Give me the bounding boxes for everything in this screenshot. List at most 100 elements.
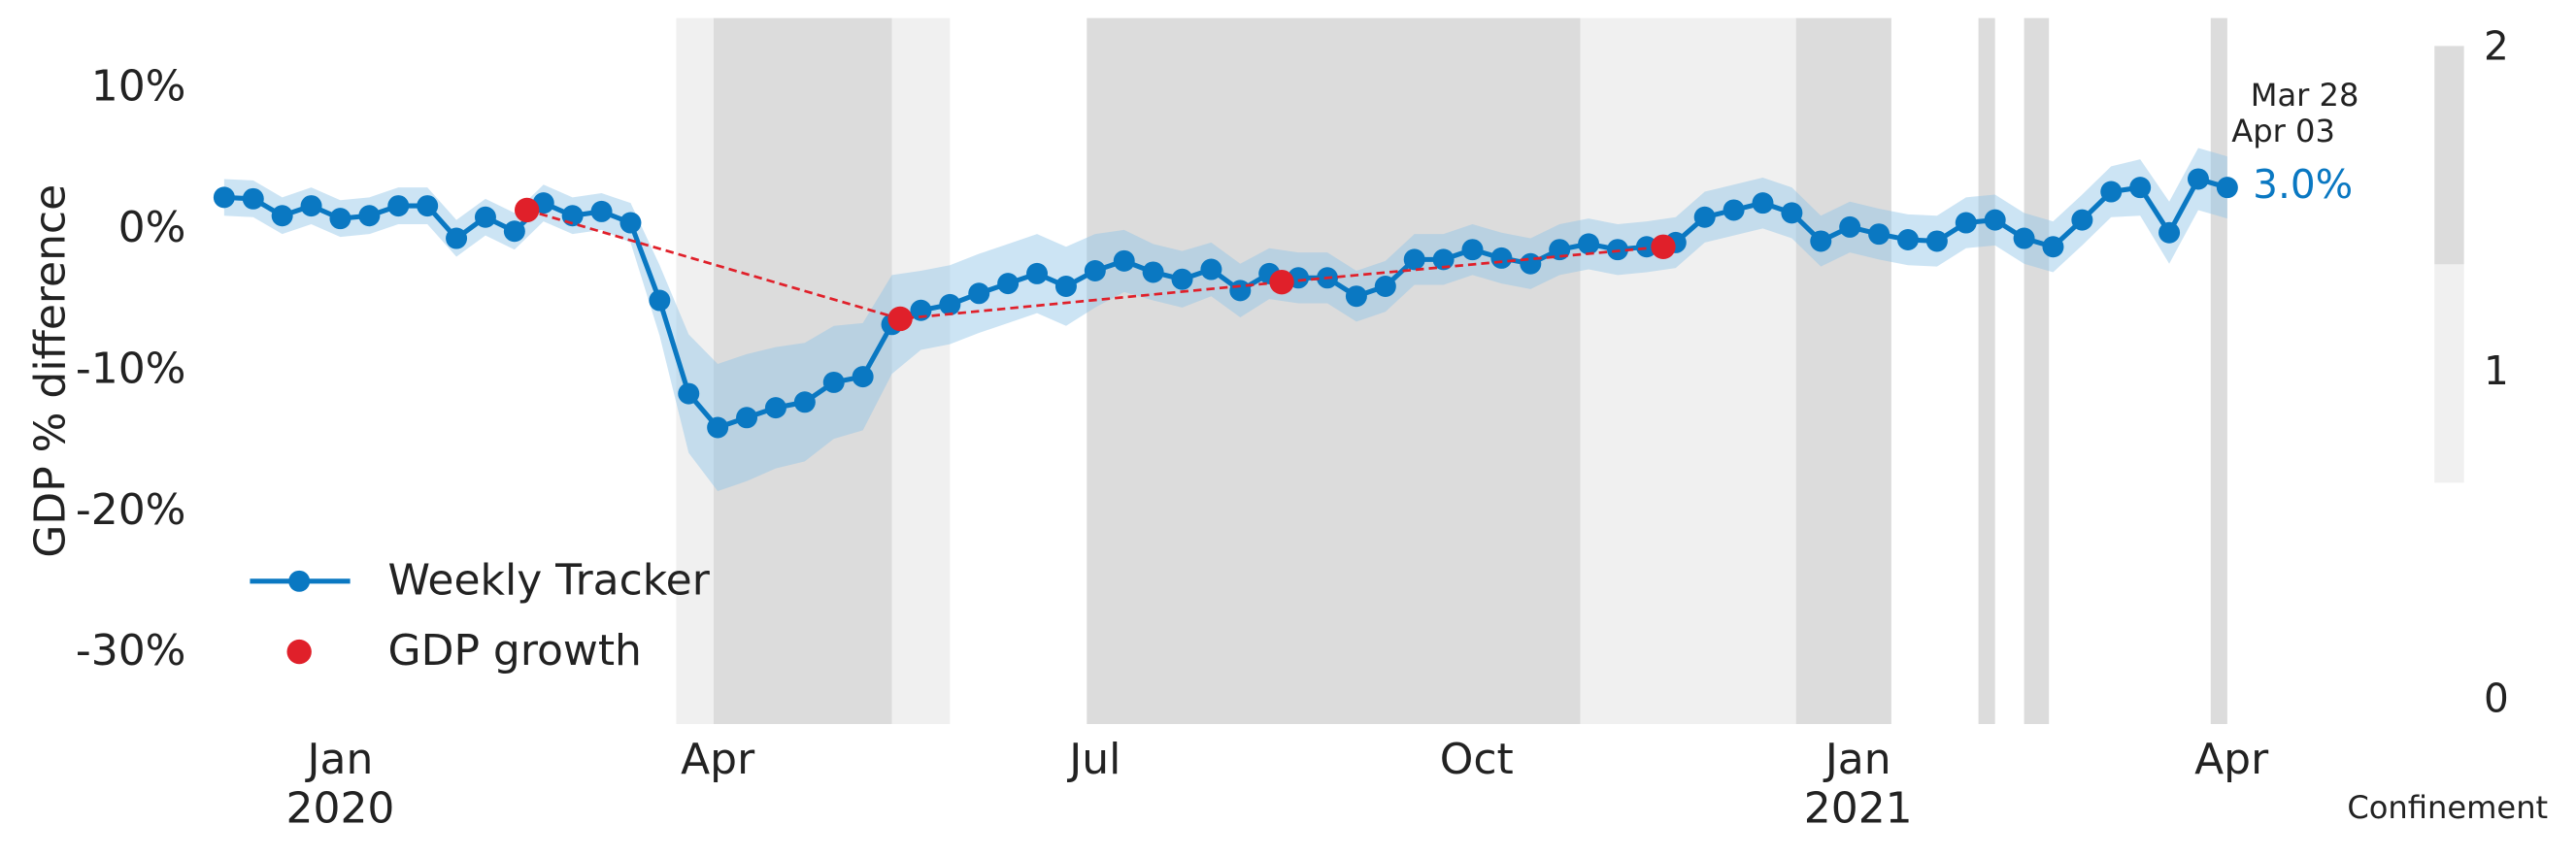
tracker-point [1868,223,1890,246]
annotation: Mar 28 [2251,77,2359,114]
tracker-point [1490,247,1513,269]
tracker-point [1520,252,1542,275]
tracker-point [1026,262,1049,284]
tracker-point [1229,280,1252,302]
tracker-point [649,289,671,312]
x-tick-label: Jan [305,735,374,784]
tracker-point [242,187,264,210]
tracker-point [1403,248,1425,271]
tracker-point [329,208,351,230]
annotation: Apr 03 [2231,113,2335,149]
tracker-point [1781,202,1803,224]
tracker-point [2042,236,2064,258]
tracker-point [2216,177,2238,199]
tracker-point [1810,230,1832,252]
tracker-point [1723,199,1745,221]
tracker-point [1925,230,1948,252]
tracker-point [1142,261,1164,283]
gdp-point [514,197,540,223]
tracker-point [300,195,322,217]
y-tick-label: 10% [91,61,186,111]
tracker-point [1896,229,1919,250]
x-year-label: 2020 [286,784,395,834]
gdp-point [887,306,913,332]
confinement-period [1978,17,1995,724]
tracker-point [271,205,293,227]
tracker-point [822,371,845,393]
legend-marker [288,570,311,592]
legend-marker [286,639,312,665]
x-tick-label: Oct [1440,735,1514,784]
tracker-point [1171,268,1193,290]
tracker-point [1374,276,1396,298]
tracker-point [387,195,410,217]
colorbar-tick-label: 2 [2484,23,2509,70]
tracker-point [1635,236,1657,258]
tracker-point [474,206,496,228]
tracker-point [1432,248,1455,271]
tracker-point [2129,177,2152,199]
confinement-period [891,17,951,724]
tracker-point [968,282,990,305]
y-axis-title: GDP % difference [25,184,75,558]
tracker-point [678,382,700,405]
tracker-point [997,273,1020,295]
x-tick-label: Jan [1823,735,1891,784]
y-tick-label: -30% [76,626,186,676]
tracker-point [213,186,235,209]
legend-label: GDP growth [388,626,642,676]
y-tick-label: -10% [76,344,186,393]
tracker-line [223,176,2228,431]
confinement-period [1795,17,1891,724]
tracker-point [1607,239,1628,261]
colorbar-segment [2434,46,2464,265]
colorbar-tick-label: 1 [2484,347,2509,394]
x-tick-label: Jul [1066,735,1121,784]
tracker-point [1200,258,1222,280]
tracker-point [852,366,874,388]
tracker-point [417,195,439,217]
x-tick-label: Apr [2194,735,2269,784]
tracker-point [707,416,729,439]
tracker-point [1578,233,1600,255]
tracker-point [1752,192,1774,214]
tracker-point [2158,221,2181,244]
tracker-point [503,220,525,243]
tracker-point [358,205,381,227]
tracker-point [1054,276,1077,298]
confinement-period [2024,17,2050,724]
gdp-line [526,209,1664,320]
y-tick-label: -20% [76,485,186,535]
colorbar-title: Confinement [2347,789,2548,826]
tracker-point [1461,239,1484,261]
value-label: 3.0% [2253,161,2353,208]
tracker-point [1839,215,1861,238]
gdp-point [1269,269,1294,295]
colorbar-segment [2434,482,2464,702]
tracker-point [1113,249,1135,272]
confinement-period [2210,17,2227,724]
x-tick-label: Apr [681,735,755,784]
tracker-point [619,212,642,234]
legend-label: Weekly Tracker [388,556,711,606]
confidence-band [223,148,2227,491]
tracker-point [2100,181,2123,203]
tracker-point [2013,227,2035,249]
y-tick-label: 0% [118,203,186,252]
confinement-period [1580,17,1796,724]
tracker-point [1345,285,1367,308]
tracker-point [793,391,816,413]
tracker-point [1693,206,1716,228]
x-year-label: 2021 [1804,784,1913,834]
tracker-point [1984,209,2006,231]
tracker-point [2071,209,2093,231]
tracker-point [764,397,786,419]
tracker-point [1084,260,1106,282]
colorbar-tick-label: 0 [2484,675,2509,721]
tracker-point [1955,212,1977,234]
colorbar-segment [2434,264,2464,483]
tracker-point [2187,168,2209,190]
gdp-point [1651,234,1676,259]
tracker-point [939,293,961,315]
